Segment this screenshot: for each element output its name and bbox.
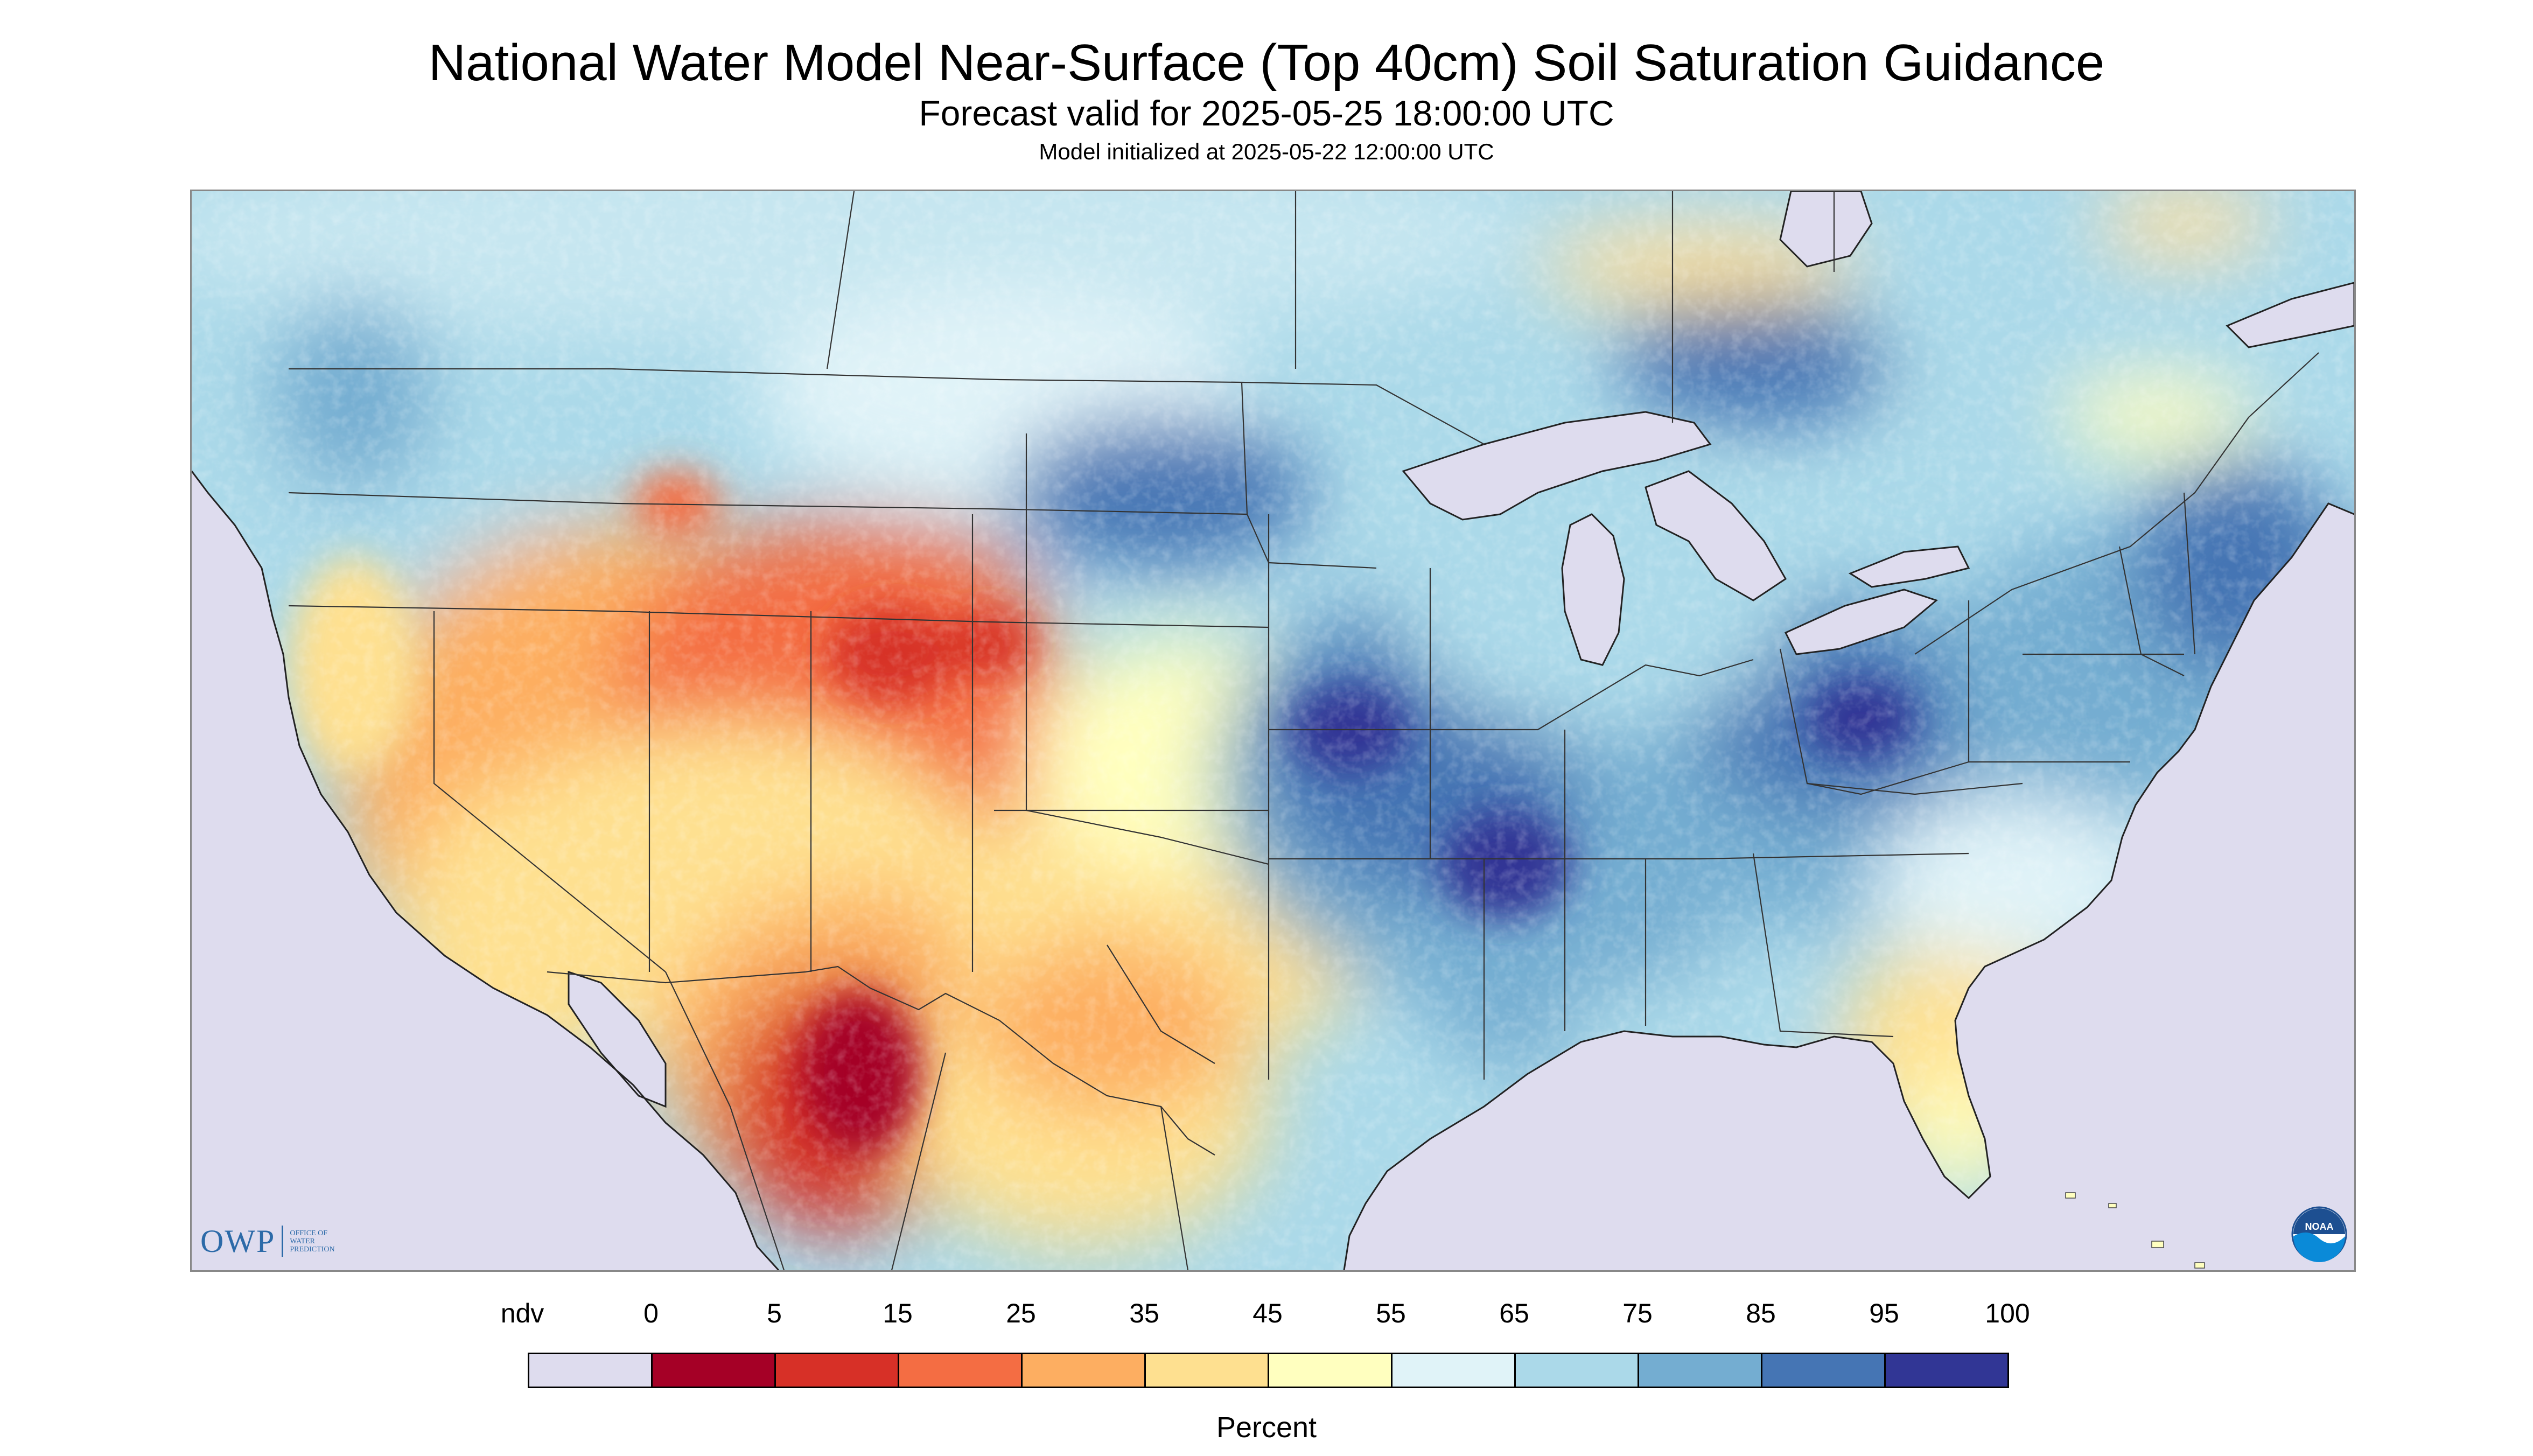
legend-label-4: 25 <box>1006 1298 1036 1328</box>
owp-logo-line-3: PREDICTION <box>290 1245 335 1254</box>
legend-label-8: 65 <box>1499 1298 1529 1328</box>
legend-swatch-4 <box>1021 1353 1146 1388</box>
legend-swatch-6 <box>1268 1353 1393 1388</box>
legend-label-6: 45 <box>1252 1298 1283 1328</box>
noaa-logo-text: NOAA <box>2305 1221 2334 1232</box>
legend-label-1: 0 <box>643 1298 659 1328</box>
legend-label-9: 75 <box>1622 1298 1653 1328</box>
legend-label-10: 85 <box>1746 1298 1776 1328</box>
legend-label-3: 15 <box>883 1298 913 1328</box>
legend-swatch-1 <box>651 1353 776 1388</box>
map-subtitle: Forecast valid for 2025-05-25 18:00:00 U… <box>919 93 1614 133</box>
legend-swatch-10 <box>1761 1353 1886 1388</box>
legend-swatch-8 <box>1514 1353 1639 1388</box>
legend-unit-label: Percent <box>1216 1411 1317 1444</box>
legend-label-12: 100 <box>1985 1298 2030 1328</box>
legend-swatch-11 <box>1884 1353 2009 1388</box>
noaa-logo-icon: NOAA <box>2291 1206 2347 1262</box>
legend-label-5: 35 <box>1129 1298 1159 1328</box>
model-init-note: Model initialized at 2025-05-22 12:00:00… <box>1039 139 1494 164</box>
owp-logo-divider <box>282 1226 284 1257</box>
legend-label-7: 55 <box>1376 1298 1406 1328</box>
soil-saturation-map <box>190 190 2356 1272</box>
legend-swatch-3 <box>898 1353 1023 1388</box>
legend-label-0: ndv <box>500 1298 544 1328</box>
map-title: National Water Model Near-Surface (Top 4… <box>428 34 2105 92</box>
legend-swatch-5 <box>1144 1353 1269 1388</box>
owp-logo-line-2: WATER <box>290 1237 316 1245</box>
legend-label-2: 5 <box>767 1298 782 1328</box>
legend-swatch-9 <box>1638 1353 1762 1388</box>
color-legend: ndv 0 5 15 25 35 45 55 65 75 85 95 100 Percent <box>0 1298 2533 1456</box>
legend-swatch-0 <box>528 1353 653 1388</box>
owp-logo-text: OFFICE OF WATER PREDICTION <box>290 1229 334 1254</box>
legend-label-11: 95 <box>1869 1298 1899 1328</box>
legend-swatch-7 <box>1391 1353 1516 1388</box>
owp-logo: OWP OFFICE OF WATER PREDICTION <box>200 1222 335 1260</box>
legend-swatch-2 <box>774 1353 899 1388</box>
owp-logo-mark: OWP <box>200 1223 276 1259</box>
owp-logo-line-1: OFFICE OF <box>290 1229 327 1237</box>
